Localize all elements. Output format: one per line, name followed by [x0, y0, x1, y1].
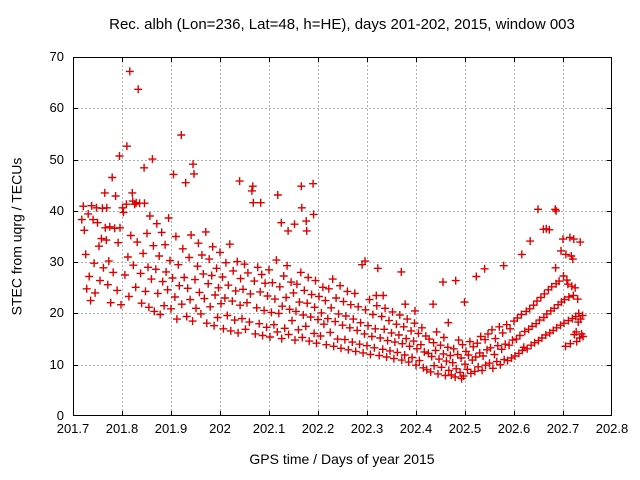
- x-tick-label: 201.8: [105, 421, 139, 436]
- y-tick-label: 70: [49, 49, 64, 64]
- x-tick-label: 201.9: [154, 421, 188, 436]
- data-points: [77, 67, 588, 383]
- x-tick-label: 201.7: [56, 421, 90, 436]
- chart-title: Rec. albh (Lon=236, Lat=48, h=HE), days …: [109, 16, 575, 33]
- scatter-canvas: [73, 57, 612, 416]
- grid-lines: [73, 57, 612, 416]
- y-tick-labels: 0 10 20 30 40 50 60 70: [0, 49, 64, 423]
- x-tick-label: 202.4: [399, 421, 433, 436]
- x-tick-label: 202: [209, 421, 231, 436]
- x-tick-label: 202.6: [497, 421, 531, 436]
- y-tick-label: 30: [49, 254, 64, 270]
- x-tick-label: 202.7: [546, 421, 580, 436]
- x-tick-label: 202.1: [252, 421, 286, 436]
- y-tick-label: 10: [49, 356, 64, 372]
- x-tick-labels: 201.7 201.8 201.9 202 202.1 202.2 202.3 202.4 20…: [57, 421, 629, 439]
- y-tick-label: 40: [49, 202, 64, 218]
- x-tick-label: 202.8: [595, 421, 629, 436]
- x-tick-label: 202.5: [448, 421, 482, 436]
- y-tick-label: 60: [49, 100, 64, 116]
- x-tick-label: 202.3: [350, 421, 384, 436]
- x-tick-label: 202.2: [301, 421, 335, 436]
- y-tick-label: 50: [49, 151, 64, 167]
- plot-area: [73, 57, 612, 416]
- tick-marks: [73, 57, 612, 416]
- plot-border: [73, 57, 612, 416]
- x-axis-label: GPS time / Days of year 2015: [249, 451, 435, 467]
- y-tick-label: 20: [49, 305, 64, 321]
- y-tick-label: 0: [56, 408, 64, 423]
